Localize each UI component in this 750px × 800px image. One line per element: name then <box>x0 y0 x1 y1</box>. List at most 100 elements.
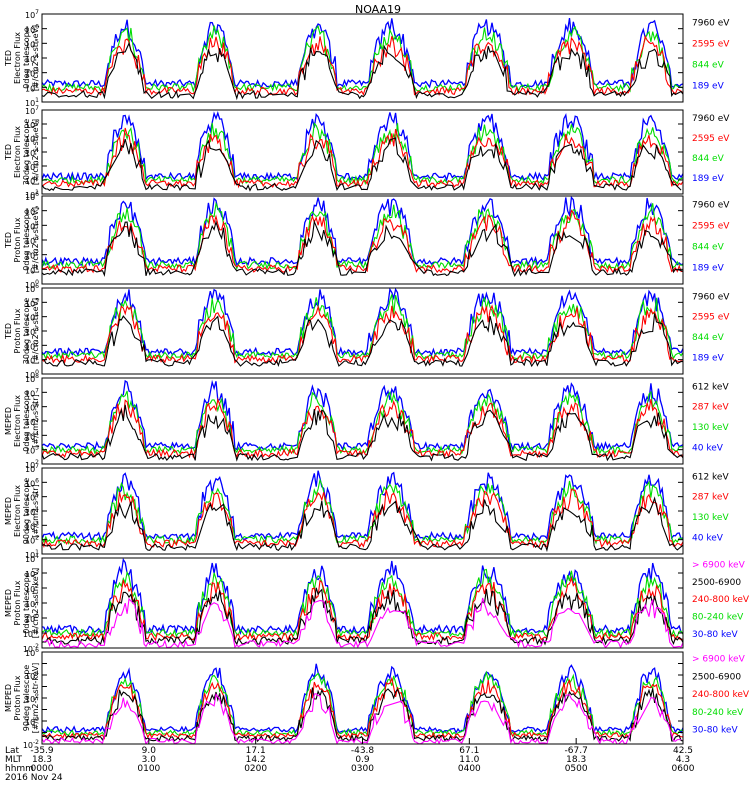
legend-item: 2595 eV <box>692 221 730 231</box>
y-label-line: 90deg telescope <box>22 478 31 545</box>
series-612-kev <box>42 496 683 553</box>
legend-item: 7960 eV <box>692 292 730 302</box>
x-tick-hhmm: 0000 <box>31 764 54 774</box>
y-tick-label: 102 <box>25 583 39 594</box>
legend-item: 130 keV <box>692 513 729 523</box>
y-label-line: [#/cm2-s-str-eV] <box>31 25 40 91</box>
series-130-kev <box>42 478 683 545</box>
legend-item: 2500-6900 <box>692 672 741 682</box>
y-axis: 100 101 102 103 104 105 106 <box>25 283 683 380</box>
y-label-line: MEPED <box>4 497 13 525</box>
y-tick-label: 105 <box>25 492 39 503</box>
x-row-label: 2016 Nov 24 <box>5 773 63 783</box>
x-tick-lat: 67.1 <box>459 746 479 756</box>
legend: 7960 eV 2595 eV 844 eV 189 eV <box>692 114 730 184</box>
y-tick-label: 107 <box>25 463 39 474</box>
x-tick-lat: -67.7 <box>565 746 588 756</box>
y-tick-label: 104 <box>25 312 39 323</box>
y-tick-label: 106 <box>25 477 39 488</box>
y-label-line: TED <box>4 144 13 161</box>
series-844-ev <box>42 122 683 186</box>
y-label-line: 0deg telescope <box>22 209 31 270</box>
y-tick-label: 104 <box>25 220 39 231</box>
legend-item: 2595 eV <box>692 313 730 323</box>
x-tick-mlt: 0.9 <box>355 755 370 765</box>
series-7960-ev <box>42 137 682 192</box>
x-tick-lat: 17.1 <box>246 746 266 756</box>
series-7960-ev <box>42 219 683 277</box>
data-points <box>42 663 683 744</box>
y-tick-label: 103 <box>25 445 39 456</box>
plot-area <box>42 18 683 101</box>
y-axis: 10-2 100 102 104 106 <box>23 647 683 750</box>
y-tick-label: 103 <box>25 520 39 531</box>
y-tick-label: 103 <box>25 568 39 579</box>
legend: 7960 eV 2595 eV 844 eV 189 eV <box>692 292 730 363</box>
y-label-line: [#/cm2-s-str-keV] <box>31 568 40 639</box>
y-tick-label: 102 <box>25 693 39 704</box>
y-tick-label: 106 <box>25 24 39 35</box>
y-tick-label: 105 <box>25 133 39 144</box>
y-label-line: 90deg telescope <box>22 665 31 732</box>
y-tick-label: 105 <box>25 297 39 308</box>
y-tick-label: 10-2 <box>23 643 39 654</box>
y-label-line: [#/cm2-s-str] <box>31 484 40 537</box>
legend-item: 130 keV <box>692 423 729 433</box>
legend-item: 7960 eV <box>692 201 730 211</box>
legend-item: 7960 eV <box>692 114 730 124</box>
y-tick-label: 105 <box>25 416 39 427</box>
y-label-line: Electron Flux <box>13 485 22 537</box>
y-tick-label: 101 <box>25 189 39 200</box>
legend-item: 40 keV <box>692 444 724 454</box>
legend-item: 287 keV <box>692 493 729 503</box>
y-tick-label: 104 <box>25 670 39 681</box>
series-240-800-kev <box>42 676 683 740</box>
legend-item: 30-80 keV <box>692 630 738 640</box>
series-80-240-kev <box>42 670 683 737</box>
y-axis: 10-2 10-1 100 101 102 103 104 <box>23 553 683 654</box>
y-tick-label: 108 <box>25 373 39 384</box>
legend-item: 844 eV <box>692 60 725 70</box>
y-tick-label: 107 <box>25 9 39 20</box>
legend-item: 612 keV <box>692 382 729 392</box>
legend-item: 844 eV <box>692 242 725 252</box>
series-30-80-kev <box>42 663 683 734</box>
panel-5: 102 103 104 105 106 107 108 MEPED Electron Flux 0… <box>4 373 729 470</box>
legend-item: 189 eV <box>692 263 725 273</box>
y-label-line: Electron Flux <box>13 32 22 84</box>
y-label-line: Proton Flux <box>13 580 22 625</box>
series-7960-ev <box>43 313 683 368</box>
y-tick-label: 103 <box>25 68 39 79</box>
y-label-line: MEPED <box>4 589 13 617</box>
y-label-line: [#/cm2-s-str-eV] <box>31 298 40 364</box>
y-tick-label: 107 <box>25 387 39 398</box>
y-axis-label: TED Proton Flux 30deg telescope [#/cm2-s-st… <box>4 298 40 365</box>
data-points <box>42 196 683 277</box>
plot-area <box>42 663 683 744</box>
legend: > 6900 keV 2500-6900 240-800 keV 80-240 keV… <box>692 561 750 640</box>
plot-area <box>42 288 683 368</box>
plot-frame <box>41 109 684 195</box>
y-tick-label: 104 <box>25 506 39 517</box>
legend-item: 844 eV <box>692 333 725 343</box>
y-tick-label: 10-2 <box>23 739 39 750</box>
plot-area <box>42 470 683 553</box>
series-2500-6900 <box>42 587 683 646</box>
y-label-line: 30deg telescope <box>22 119 31 186</box>
x-tick-hhmm: 0600 <box>672 764 695 774</box>
y-axis: 101 102 103 104 105 106 107 <box>25 9 683 108</box>
legend-item: 80-240 keV <box>692 708 744 718</box>
x-tick-hhmm: 0200 <box>244 764 267 774</box>
x-row-label: Lat <box>5 746 20 756</box>
legend-item: 2595 eV <box>692 39 730 49</box>
y-label-line: TED <box>4 50 13 67</box>
legend: 7960 eV 2595 eV 844 eV 189 eV <box>692 201 730 274</box>
series--6900-kev <box>42 693 682 744</box>
y-tick-label: 105 <box>25 38 39 49</box>
series-40-kev <box>42 379 683 452</box>
y-tick-label: 100 <box>25 279 39 290</box>
legend-item: > 6900 keV <box>692 655 746 665</box>
y-label-line: [#/cm2-s-str] <box>31 394 40 447</box>
legend: 7960 eV 2595 eV 844 eV 189 eV <box>692 19 730 92</box>
y-tick-label: 102 <box>25 459 39 470</box>
